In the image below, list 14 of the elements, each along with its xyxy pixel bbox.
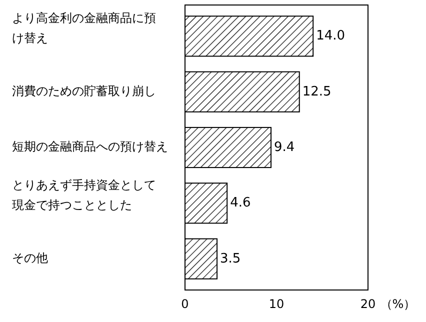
x-tick-label: 10 [268,297,284,311]
x-tick-label: 0 [181,297,189,311]
y-tick-label: より高金利の金融商品に預け替え [12,11,156,46]
y-tick-label: その他 [12,251,48,266]
data-label: 9.4 [274,140,295,156]
data-label: 14.0 [316,28,346,44]
data-label: 12.5 [302,84,332,100]
y-tick-label: とりあえず手持資金として現金で持つこととした [12,178,156,212]
data-label: 4.6 [230,196,251,211]
x-axis-title: （%） [380,297,416,311]
y-tick-label: 短期の金融商品への預け替え [12,140,168,154]
data-label: 3.5 [220,251,241,266]
x-tick-label: 20 [360,297,376,311]
y-tick-label: 消費のための貯蓄取り崩し [12,84,156,98]
